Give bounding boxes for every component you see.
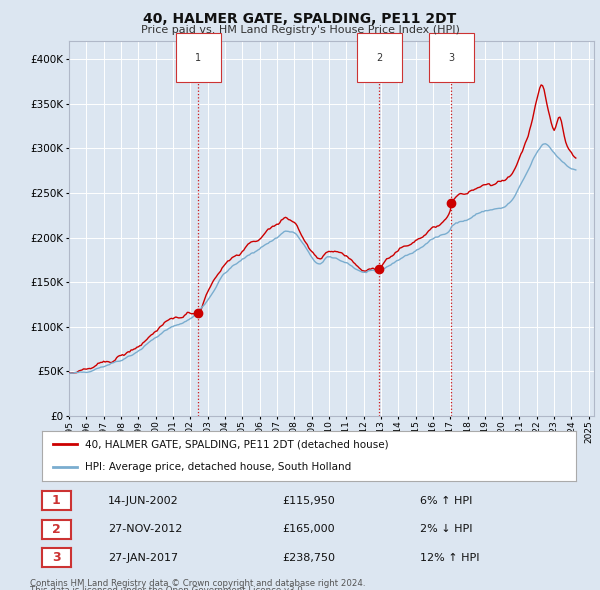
Text: £238,750: £238,750 <box>282 553 335 562</box>
Text: 3: 3 <box>52 551 61 564</box>
Text: This data is licensed under the Open Government Licence v3.0.: This data is licensed under the Open Gov… <box>30 586 305 590</box>
Text: Price paid vs. HM Land Registry's House Price Index (HPI): Price paid vs. HM Land Registry's House … <box>140 25 460 35</box>
Text: 40, HALMER GATE, SPALDING, PE11 2DT: 40, HALMER GATE, SPALDING, PE11 2DT <box>143 12 457 26</box>
Text: 6% ↑ HPI: 6% ↑ HPI <box>420 496 472 506</box>
Text: 14-JUN-2002: 14-JUN-2002 <box>108 496 179 506</box>
Text: 40, HALMER GATE, SPALDING, PE11 2DT (detached house): 40, HALMER GATE, SPALDING, PE11 2DT (det… <box>85 439 388 449</box>
Text: 2: 2 <box>376 53 382 63</box>
Text: 27-JAN-2017: 27-JAN-2017 <box>108 553 178 562</box>
Text: Contains HM Land Registry data © Crown copyright and database right 2024.: Contains HM Land Registry data © Crown c… <box>30 579 365 588</box>
Text: £115,950: £115,950 <box>282 496 335 506</box>
Text: 2% ↓ HPI: 2% ↓ HPI <box>420 525 473 534</box>
Text: 2: 2 <box>52 523 61 536</box>
Text: £165,000: £165,000 <box>282 525 335 534</box>
Text: HPI: Average price, detached house, South Holland: HPI: Average price, detached house, Sout… <box>85 463 351 473</box>
Text: 1: 1 <box>52 494 61 507</box>
Text: 27-NOV-2012: 27-NOV-2012 <box>108 525 182 534</box>
Text: 3: 3 <box>448 53 454 63</box>
Text: 12% ↑ HPI: 12% ↑ HPI <box>420 553 479 562</box>
Text: 1: 1 <box>195 53 201 63</box>
